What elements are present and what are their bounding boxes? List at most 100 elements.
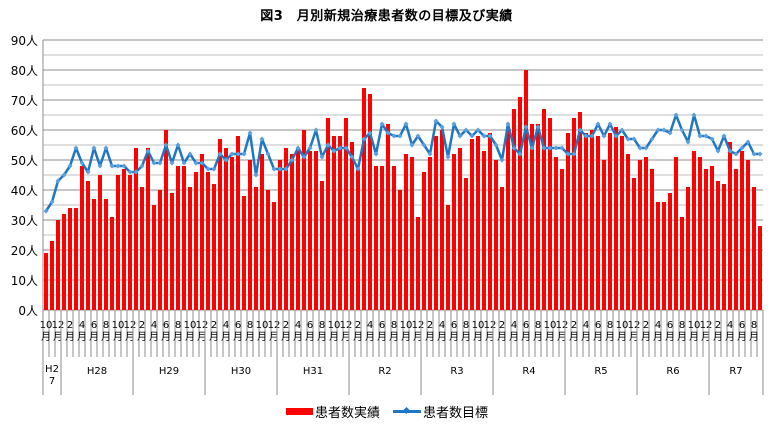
line-marker bbox=[175, 142, 181, 148]
bar-actual bbox=[620, 136, 624, 310]
bar-actual bbox=[488, 133, 492, 310]
bar-actual bbox=[272, 202, 276, 310]
line-marker bbox=[391, 133, 397, 139]
line-marker bbox=[163, 142, 169, 148]
line-marker bbox=[253, 172, 259, 178]
x-tick-label: 6 bbox=[451, 320, 457, 331]
x-tick-label: 12 bbox=[340, 320, 353, 331]
line-marker bbox=[73, 145, 79, 151]
line-marker bbox=[475, 127, 481, 133]
line-marker bbox=[331, 148, 337, 154]
bar-actual bbox=[356, 169, 360, 310]
x-tick-label-unit: 月 bbox=[725, 331, 735, 343]
bar-actual bbox=[626, 154, 630, 310]
bar-actual bbox=[182, 166, 186, 310]
line-marker bbox=[91, 145, 97, 151]
x-tick-label-unit: 月 bbox=[185, 331, 195, 343]
bar-actual bbox=[230, 157, 234, 310]
line-marker bbox=[187, 151, 193, 157]
year-label: R2 bbox=[378, 366, 391, 377]
x-tick-label-unit: 月 bbox=[137, 331, 147, 343]
bar-actual bbox=[614, 127, 618, 310]
line-marker bbox=[361, 136, 367, 142]
line-marker bbox=[217, 151, 223, 157]
bar-actual bbox=[248, 160, 252, 310]
x-tick-label-unit: 月 bbox=[605, 331, 615, 343]
bar-actual bbox=[650, 169, 654, 310]
bar-actual bbox=[656, 202, 660, 310]
line-marker bbox=[205, 166, 211, 172]
chart-title: 図3 月別新規治療患者数の目標及び実績 bbox=[260, 9, 513, 24]
x-tick-label: 12 bbox=[196, 320, 209, 331]
bar-actual bbox=[188, 187, 192, 310]
y-tick-label: 90人 bbox=[11, 34, 38, 48]
x-tick-label: 12 bbox=[700, 320, 713, 331]
bar-actual bbox=[668, 193, 672, 310]
line-marker bbox=[229, 151, 235, 157]
bar-actual bbox=[482, 151, 486, 310]
x-tick-label: 2 bbox=[139, 320, 145, 331]
bar-actual bbox=[560, 169, 564, 310]
bar-actual bbox=[602, 160, 606, 310]
line-marker bbox=[385, 130, 391, 136]
legend-item-target: 患者数目標 bbox=[393, 402, 488, 421]
line-marker bbox=[79, 160, 85, 166]
bar-actual bbox=[416, 217, 420, 310]
x-tick-label: 12 bbox=[124, 320, 137, 331]
line-marker bbox=[259, 136, 265, 142]
x-tick-label-unit: 月 bbox=[641, 331, 651, 343]
year-label: H27 bbox=[45, 364, 59, 387]
x-tick-label-unit: 月 bbox=[713, 331, 723, 343]
line-marker bbox=[109, 163, 115, 169]
y-tick-label: 40人 bbox=[11, 184, 38, 198]
x-tick-label-unit: 月 bbox=[509, 331, 519, 343]
bar-actual bbox=[458, 148, 462, 310]
year-label: R4 bbox=[522, 366, 535, 377]
bar-actual bbox=[134, 148, 138, 310]
bar-actual bbox=[296, 151, 300, 310]
x-tick-label: 4 bbox=[367, 320, 373, 331]
y-tick-label: 20人 bbox=[11, 244, 38, 258]
bar-actual bbox=[434, 136, 438, 310]
line-marker bbox=[505, 121, 511, 127]
bar-actual bbox=[338, 136, 342, 310]
x-tick-label: 6 bbox=[667, 320, 673, 331]
x-tick-label: 2 bbox=[211, 320, 217, 331]
bar-actual bbox=[68, 208, 72, 310]
x-tick-label-unit: 月 bbox=[65, 331, 75, 343]
bar-actual bbox=[284, 148, 288, 310]
bar-actual bbox=[260, 154, 264, 310]
line-marker bbox=[241, 151, 247, 157]
y-tick-label: 10人 bbox=[11, 274, 38, 288]
x-tick-label: 4 bbox=[583, 320, 589, 331]
bar-actual bbox=[362, 88, 366, 310]
x-tick-label: 2 bbox=[715, 320, 721, 331]
x-tick-label-unit: 月 bbox=[329, 331, 339, 343]
line-marker bbox=[157, 160, 163, 166]
line-marker bbox=[373, 151, 379, 157]
bar-actual bbox=[56, 220, 60, 310]
y-tick-label: 50人 bbox=[11, 154, 38, 168]
x-tick-label-unit: 月 bbox=[161, 331, 171, 343]
x-tick-label-unit: 月 bbox=[173, 331, 183, 343]
x-tick-label-unit: 月 bbox=[317, 331, 327, 343]
legend-line-swatch-icon bbox=[393, 410, 421, 413]
line-marker bbox=[319, 154, 325, 160]
line-marker bbox=[487, 133, 493, 139]
x-tick-label-unit: 月 bbox=[689, 331, 699, 343]
bar-actual bbox=[422, 172, 426, 310]
bar-actual bbox=[164, 130, 168, 310]
line-marker bbox=[313, 127, 319, 133]
bar-actual bbox=[710, 166, 714, 310]
bar-actual bbox=[104, 199, 108, 310]
bar-actual bbox=[146, 148, 150, 310]
bar-actual bbox=[176, 166, 180, 310]
line-marker bbox=[85, 169, 91, 175]
x-tick-label: 6 bbox=[91, 320, 97, 331]
x-tick-label-unit: 月 bbox=[53, 331, 63, 343]
bar-actual bbox=[368, 94, 372, 310]
x-tick-label: 4 bbox=[727, 320, 733, 331]
y-tick-label: 30人 bbox=[11, 214, 38, 228]
bar-actual bbox=[44, 253, 48, 310]
x-tick-label-unit: 月 bbox=[593, 331, 603, 343]
